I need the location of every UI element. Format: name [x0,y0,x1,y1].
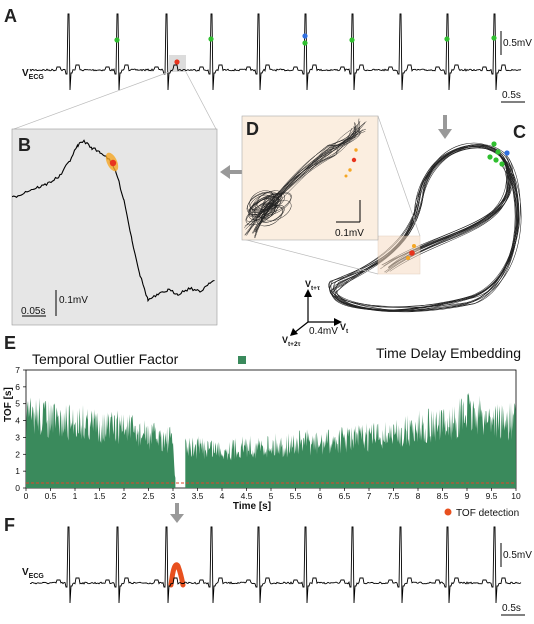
beat-marker [114,37,120,43]
x-tick-label: 5.5 [290,491,302,501]
detection-point-b [109,159,117,167]
caption-c: Time Delay Embedding [376,345,521,361]
beat-marker [208,36,214,42]
y-tick-label: 4 [15,416,20,426]
panel-c: C Vt+τ Vt Vt+2τ [282,122,526,361]
tof-area-segment-2 [185,392,517,488]
beat-marker [444,36,450,42]
x-tick-label: 10 [511,491,521,501]
tof-chart: 0 0.5 1 1.5 2 2.5 3 3.5 4 4.5 5 5.5 6 6.5 7 7.5 8 8.5 9 9.5… [15,365,521,501]
x-tick-label: 7.5 [388,491,400,501]
x-tick-label: 4 [220,491,225,501]
ecg-label-f: VECG [22,567,44,580]
x-tick-label: 4.5 [241,491,253,501]
embedding-zoom [243,118,367,239]
legend-f-label: TOF detection [456,508,519,519]
x-tick-label: 1.5 [94,491,106,501]
axis-label-t: Vt [340,322,349,335]
x-tick-label: 2 [122,491,127,501]
x-tick-label: 3 [171,491,176,501]
x-tick-label: 7 [367,491,372,501]
x-tick-label: 9.5 [486,491,498,501]
axis-label-t-plus-2tau: Vt+2τ [282,335,301,348]
scale-v-f: 0.5mV [503,550,532,561]
x-tick-label: 5 [269,491,274,501]
y-tick-label: 1 [15,466,20,476]
panel-c-label: C [513,122,526,142]
arrow-left-icon [220,165,230,179]
y-tick-label: 6 [15,382,20,392]
y-tick-label: 5 [15,399,20,409]
panel-d-label: D [246,119,259,139]
flow-arrows [170,115,452,523]
detection-highlight-f [168,562,186,588]
beat-marker [302,33,308,39]
legend-e-swatch [238,356,246,364]
x-tick-label: 6 [318,491,323,501]
panel-f: F TOF detection VECG 0.5mV 0.5s [4,508,532,616]
panel-e-label: E [4,333,16,353]
scale-d: 0.1mV [335,228,364,239]
x-axis-label: Time [s] [233,501,271,512]
ecg-trace-a [29,13,522,91]
beat-marker [491,35,497,41]
x-tick-label: 0 [24,491,29,501]
embedding-markers [406,141,510,260]
beat-marker [349,37,355,43]
scale-c: 0.4mV [309,326,338,337]
ecg-trace-f [29,526,522,604]
tof-area-segment-1 [26,397,176,488]
x-tick-label: 1 [73,491,78,501]
embedding-axes [293,294,337,334]
zoom-lines-b [13,71,217,130]
x-tick-label: 9 [465,491,470,501]
x-tick-label: 0.5 [45,491,57,501]
panel-e: E Temporal Outlier Factor 0 0.5 1 1.5 2 2.5 3 3… [3,333,521,512]
arrow-down-icon [438,129,452,139]
arrow-down-small-icon [170,514,184,523]
y-tick-label: 7 [15,365,20,375]
panel-b: B 0.05s 0.1mV [11,128,218,326]
legend-f-marker [444,508,452,516]
y-tick-label: 0 [15,483,20,493]
panel-f-label: F [4,515,15,535]
beat-marker [302,40,308,46]
x-tick-label: 2.5 [143,491,155,501]
panel-a-label: A [4,6,17,26]
beat-marker [174,59,180,65]
x-tick-label: 6.5 [339,491,351,501]
panel-a: A VECG 0.5mV 0.5s [4,6,532,103]
embedding-zoom-markers [344,148,358,178]
axis-label-t-plus-tau: Vt+τ [305,279,320,292]
y-axis-label: TOF [s] [3,387,14,422]
y-tick-label: 2 [15,449,20,459]
panel-d: D 0.1mV [241,115,379,241]
panel-b-label: B [18,135,31,155]
x-tick-label: 8 [416,491,421,501]
scale-v-a: 0.5mV [503,38,532,49]
x-tick-label: 8.5 [437,491,449,501]
scale-t-b: 0.05s [21,306,45,317]
scale-v-b: 0.1mV [59,295,88,306]
scale-t-a: 0.5s [502,90,521,101]
ecg-label-a: VECG [22,68,44,81]
x-tick-label: 3.5 [192,491,204,501]
scale-t-f: 0.5s [502,603,521,614]
y-tick-label: 3 [15,432,20,442]
beat-markers-a [114,33,497,65]
legend-e-label: Temporal Outlier Factor [32,351,179,367]
